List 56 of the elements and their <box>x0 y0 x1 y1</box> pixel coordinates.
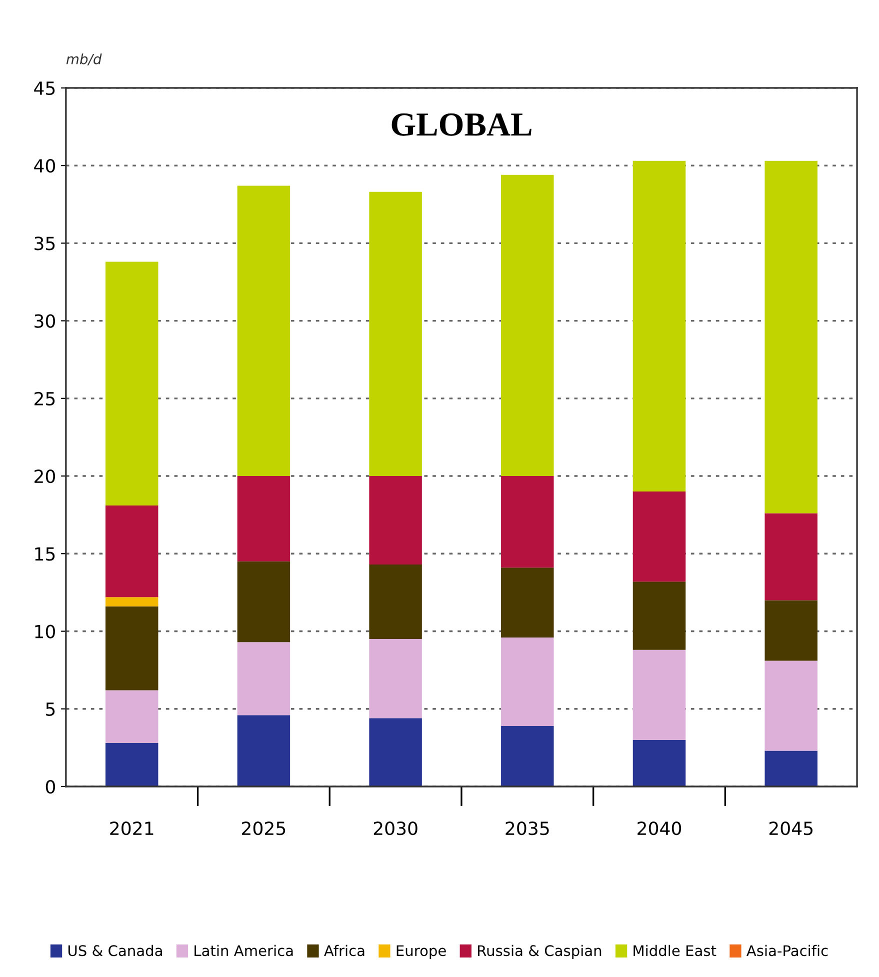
bar <box>105 506 158 598</box>
bar <box>632 650 686 740</box>
y-tick-label: 0 <box>46 780 56 794</box>
y-tick-label: 35 <box>34 236 55 250</box>
bar <box>632 160 686 492</box>
bar <box>369 718 422 786</box>
bar <box>501 726 554 786</box>
bar <box>105 262 158 506</box>
bar <box>237 561 290 642</box>
bar <box>105 690 158 744</box>
legend-label: Middle East <box>634 944 716 956</box>
bar <box>632 582 686 650</box>
x-tick-label: 2025 <box>242 822 286 836</box>
bar <box>369 476 422 564</box>
text: GLOBAL <box>392 113 532 136</box>
y-tick-label: 10 <box>35 624 56 638</box>
legend-label: Asia-Pacific <box>746 944 828 956</box>
x-tick-label: 2045 <box>769 822 812 836</box>
y-tick-label: 45 <box>34 82 55 96</box>
bar <box>369 192 422 476</box>
x-tick-label: 2021 <box>110 822 154 836</box>
x-tick-label: 2030 <box>374 822 418 836</box>
bar <box>105 743 158 786</box>
legend-label: Latin America <box>194 944 293 956</box>
y-tick-label: 15 <box>35 547 55 561</box>
legend-label: Russia & Caspian <box>478 944 602 959</box>
bar <box>632 740 686 786</box>
legend-label: Europe <box>396 945 446 959</box>
y-tick-label: 20 <box>34 469 56 484</box>
y-tick-label: 30 <box>34 314 56 328</box>
legend-label: US & Canada <box>68 944 162 956</box>
bar <box>764 513 818 600</box>
bar <box>237 642 290 716</box>
bar <box>501 174 554 476</box>
bar <box>764 660 818 751</box>
bar <box>764 160 818 514</box>
y-tick-label: 5 <box>46 702 55 716</box>
bar <box>632 492 686 582</box>
y-axis-title: mb/d <box>66 54 102 66</box>
bar <box>764 600 818 661</box>
legend-label: Africa <box>324 944 364 956</box>
bar <box>369 639 422 718</box>
bar <box>369 564 422 640</box>
bar <box>501 637 554 726</box>
y-tick-label: 25 <box>34 392 55 406</box>
bar <box>764 750 818 786</box>
bar <box>105 597 158 606</box>
bar <box>237 715 290 786</box>
bar <box>105 606 158 690</box>
bar <box>237 476 290 562</box>
bar <box>501 476 554 568</box>
y-tick-label: 40 <box>34 159 56 173</box>
x-tick-label: 2035 <box>506 822 549 836</box>
x-tick-label: 2040 <box>638 822 682 836</box>
bar <box>501 568 554 638</box>
bar <box>237 186 290 476</box>
